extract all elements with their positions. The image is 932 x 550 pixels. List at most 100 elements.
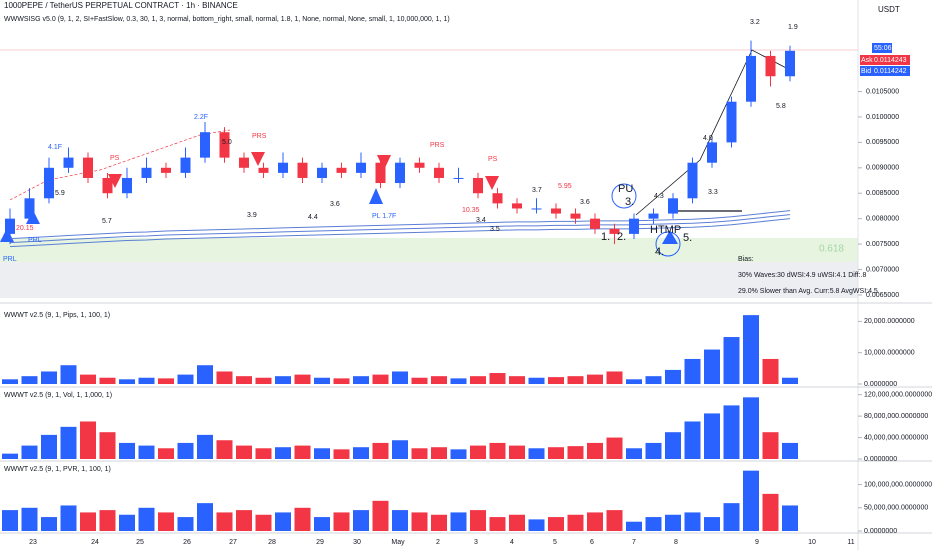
- y-tick-label: 0.0075000: [866, 241, 899, 248]
- bar: [528, 377, 545, 384]
- bar: [567, 514, 584, 531]
- candle-body: [512, 203, 522, 209]
- y-tick-label: 0.0000000: [864, 528, 897, 535]
- bar: [645, 442, 662, 459]
- candle-body: [434, 167, 444, 178]
- y-tick-label: 0.0085000: [866, 190, 899, 197]
- bar: [431, 447, 447, 459]
- wave-label: 3.5: [490, 226, 500, 233]
- bar: [138, 377, 155, 384]
- bar: [509, 376, 525, 384]
- wave-label: PRS: [252, 133, 267, 140]
- symbol-title: 1000PEPE / TetherUS PERPETUAL CONTRACT ·…: [4, 1, 238, 10]
- candle-body: [317, 167, 327, 178]
- wave-label: 5.7: [102, 218, 112, 225]
- y-tick-label: 0.0070000: [866, 266, 899, 273]
- y-tick-label: 0.0000000: [864, 456, 897, 463]
- bar: [567, 376, 584, 384]
- candle-body: [24, 198, 35, 219]
- y-tick-label: 40,000,000.0000000: [864, 434, 928, 441]
- currency: USDT: [878, 5, 900, 14]
- bar: [489, 373, 506, 384]
- candle-body: [375, 162, 386, 184]
- wave-label: 5.0: [222, 139, 232, 146]
- bar: [2, 510, 18, 531]
- bar: [684, 421, 701, 459]
- indicator-title: WWWSISG v5.0 (9, 1, 2, SI+FastSlow, 0.3,…: [4, 16, 450, 23]
- bar: [704, 349, 720, 384]
- htmp-circle: [655, 231, 681, 257]
- time-label: 10: [808, 539, 816, 546]
- candle-body: [297, 162, 308, 178]
- candle-body: [44, 167, 54, 199]
- ask-label: Ask: [861, 57, 873, 64]
- bar: [489, 442, 506, 459]
- candle-body: [785, 50, 795, 77]
- ask-box: [872, 55, 910, 65]
- y-tick-label: 0.0065000: [866, 292, 899, 299]
- bar: [158, 512, 174, 531]
- time-label: 4: [510, 539, 514, 546]
- bar: [411, 448, 428, 459]
- candle-body: [239, 157, 249, 168]
- candle-body: [414, 162, 425, 168]
- bar: [743, 315, 759, 384]
- bar: [509, 445, 525, 459]
- bar: [21, 445, 38, 459]
- time-label: 8: [674, 539, 678, 546]
- candle-body: [356, 162, 366, 173]
- time-label: 3: [474, 539, 478, 546]
- bid-box: [872, 66, 910, 76]
- bar: [684, 512, 701, 531]
- bar: [450, 512, 467, 531]
- bias-line: 30% Waves:30 dWSI:4.9 uWSI:4.1 Diff:.8: [738, 272, 866, 279]
- wave-label: 3.: [625, 196, 634, 208]
- candle-body: [765, 55, 776, 77]
- candle-body: [492, 193, 503, 204]
- wave-label: 3.7: [532, 187, 542, 194]
- y-tick-label: 80,000,000.0000000: [864, 413, 928, 420]
- bar: [782, 505, 798, 531]
- pane-title: WWWT v2.5 (9, 1, PVR, 1, 100, 1): [4, 466, 111, 473]
- candle-body: [102, 177, 113, 194]
- wave-label: HTMP: [650, 224, 681, 236]
- wave-label: 3.4: [476, 217, 486, 224]
- bar: [275, 376, 291, 384]
- bar: [372, 500, 389, 531]
- time-label: 5: [553, 539, 557, 546]
- wave-label: PRL: [28, 237, 42, 244]
- sell-triangle: [251, 152, 265, 166]
- bias-line: 29.0% Slower than Avg. Curr:5.8 AvgWSI:4…: [738, 288, 878, 295]
- bar: [138, 445, 155, 459]
- bias-title: Bias:: [738, 256, 754, 263]
- bar: [743, 397, 759, 459]
- bar: [372, 374, 389, 384]
- time-label: 30: [353, 539, 361, 546]
- bar: [255, 514, 272, 531]
- bar: [392, 371, 408, 384]
- bar: [158, 448, 174, 459]
- bar: [548, 517, 564, 531]
- pane-title: WWWT v2.5 (9, 1, Pips, 1, 100, 1): [4, 312, 110, 319]
- candle-body: [570, 213, 581, 219]
- support-zone: [0, 262, 858, 298]
- bar: [528, 448, 545, 459]
- bar: [470, 376, 486, 384]
- bar: [743, 470, 759, 531]
- candle-body: [746, 55, 756, 102]
- bar: [723, 405, 740, 459]
- bar: [567, 446, 584, 459]
- wave-label: 20.15: [16, 225, 34, 232]
- candle-body: [63, 157, 74, 168]
- y-tick-label: 50,000,000.0000000: [864, 505, 928, 512]
- candle-body: [453, 177, 464, 179]
- bar: [216, 440, 233, 459]
- time-label: 26: [183, 539, 191, 546]
- bar: [80, 512, 96, 531]
- bar: [177, 374, 194, 384]
- bar: [2, 453, 18, 459]
- sell-triangle: [485, 176, 499, 190]
- bar: [684, 358, 701, 384]
- candle-body: [609, 228, 620, 234]
- bar: [782, 442, 798, 459]
